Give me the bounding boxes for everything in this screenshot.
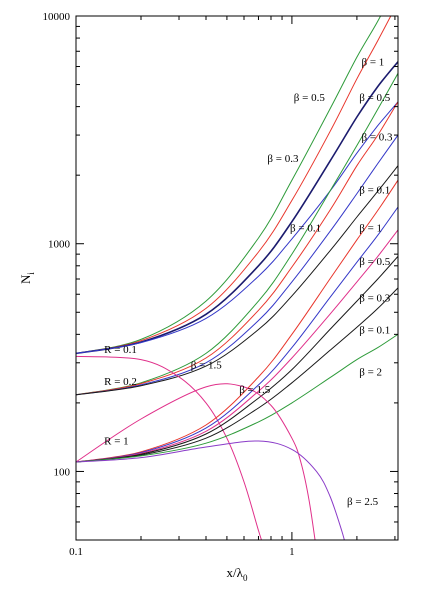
- ticks-group: 0.1 1 100 1000 10000: [43, 11, 398, 558]
- series-line-12: [76, 229, 398, 463]
- curve-label: β = 0.5: [359, 92, 391, 104]
- y-tick-label: 1000: [48, 239, 71, 251]
- curve-label: β = 1.5: [239, 384, 271, 396]
- curve-label: β = 0.1: [359, 185, 390, 197]
- series-line-15: [76, 333, 398, 463]
- x-axis-title: x/λ0: [227, 565, 248, 583]
- curve-label: β = 2: [359, 366, 382, 378]
- series-line-9: [76, 355, 262, 540]
- curve-label: β = 0.1: [359, 325, 390, 337]
- curve-labels-group: R = 0.1 R = 0.2 R = 1 β = 1.5 β = 1.5 β = 0.5…: [104, 57, 393, 509]
- curve-label: β = 0.5: [294, 92, 326, 104]
- curve-label: β = 0.3: [267, 153, 299, 165]
- series-line-4: [76, 101, 398, 354]
- y-tick-label: 100: [54, 466, 71, 478]
- series-line-10: [76, 179, 398, 463]
- series-line-11: [76, 206, 398, 463]
- curve-label: β = 1: [359, 222, 382, 234]
- curve-label: R = 0.1: [104, 344, 137, 356]
- series-line-7: [76, 134, 398, 396]
- x-tick-label: 1: [289, 546, 295, 558]
- series-line-13: [76, 256, 398, 463]
- series-line-16: [76, 383, 316, 540]
- series-line-8: [76, 165, 398, 396]
- plot-frame: [75, 15, 399, 541]
- y-axis-title: Ni: [18, 272, 36, 284]
- curve-label: R = 0.2: [104, 376, 137, 388]
- curve-label: R = 1: [104, 435, 129, 447]
- series-line-17: [76, 440, 345, 540]
- curve-label: β = 0.3: [359, 293, 391, 305]
- x-tick-label: 0.1: [69, 546, 83, 558]
- y-tick-label: 10000: [43, 11, 71, 23]
- curve-label: β = 1: [361, 57, 384, 69]
- curve-label: β = 0.5: [359, 256, 391, 268]
- curve-label: β = 2.5: [347, 496, 379, 508]
- curve-label: β = 0.1: [290, 222, 321, 234]
- series-line-6: [76, 101, 398, 396]
- series-line-1: [76, 16, 382, 354]
- series-group: [76, 16, 398, 540]
- series-line-2: [76, 16, 392, 354]
- curve-label: β = 1.5: [191, 359, 223, 371]
- curve-label: β = 0.3: [361, 132, 393, 144]
- series-line-3: [76, 61, 398, 355]
- series-line-5: [76, 73, 398, 396]
- series-line-14: [76, 287, 398, 463]
